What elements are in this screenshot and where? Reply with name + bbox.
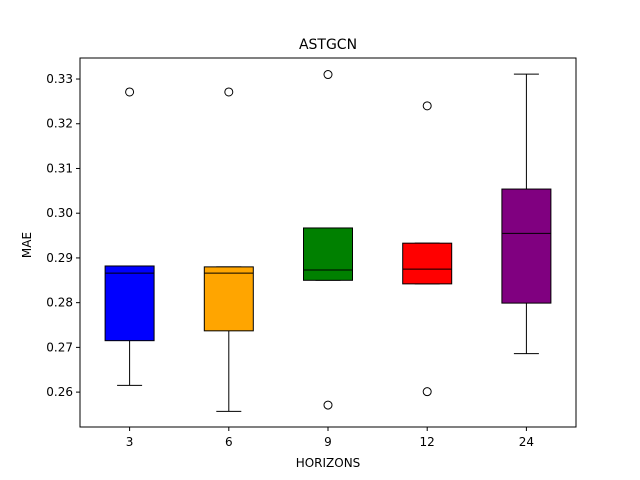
x-axis-label: HORIZONS xyxy=(296,456,361,470)
y-tick-label: 0.31 xyxy=(46,161,73,175)
y-tick-label: 0.33 xyxy=(46,72,73,86)
x-tick-label: 12 xyxy=(420,435,435,449)
y-tick-label: 0.29 xyxy=(46,251,73,265)
x-tick-label: 24 xyxy=(519,435,534,449)
box-9 xyxy=(303,227,353,281)
box-24 xyxy=(501,188,552,304)
outlier-point xyxy=(422,101,432,111)
chart-title: ASTGCN xyxy=(299,37,357,53)
y-tick-label: 0.30 xyxy=(46,206,73,220)
outlier-point xyxy=(323,70,333,80)
x-tick-label: 9 xyxy=(324,435,332,449)
y-tick-label: 0.28 xyxy=(46,296,73,310)
y-tick-label: 0.32 xyxy=(46,117,73,131)
y-axis-label: MAE xyxy=(20,232,34,258)
y-tick-label: 0.26 xyxy=(46,385,73,399)
x-tick-label: 6 xyxy=(225,435,233,449)
box-3 xyxy=(104,265,155,342)
outlier-point xyxy=(224,87,234,97)
box-12 xyxy=(402,242,453,285)
outlier-point xyxy=(323,400,333,410)
y-tick-label: 0.27 xyxy=(46,340,73,354)
plot-area xyxy=(104,70,552,412)
box-6 xyxy=(203,266,254,332)
outlier-point xyxy=(125,87,135,97)
x-tick-label: 3 xyxy=(126,435,134,449)
outlier-point xyxy=(422,387,432,397)
